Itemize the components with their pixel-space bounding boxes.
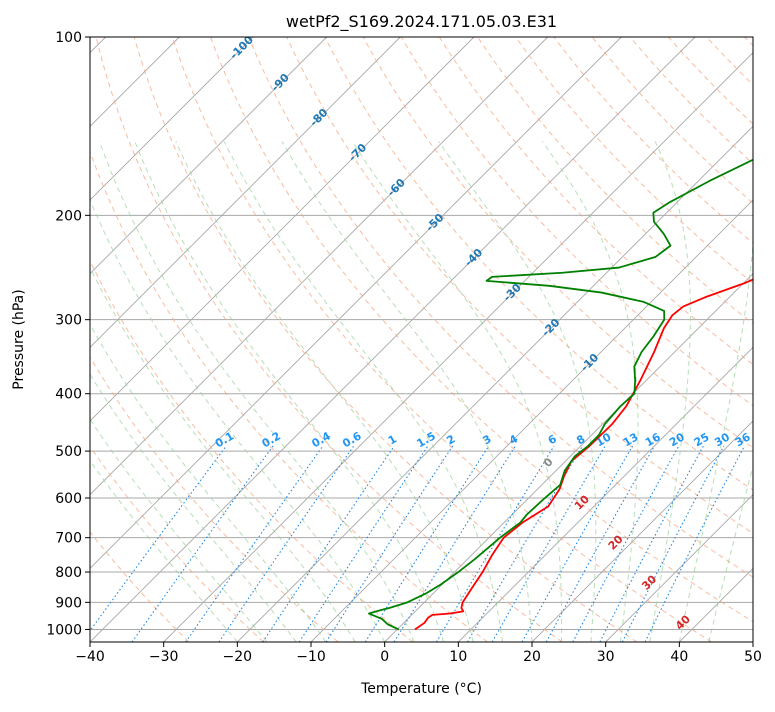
y-tick-label: 500 (55, 444, 82, 460)
y-tick-label: 100 (55, 30, 82, 46)
y-tick-label: 900 (55, 595, 82, 611)
y-tick-label: 400 (55, 387, 82, 403)
x-tick-label: 10 (449, 649, 467, 665)
y-axis-label: Pressure (hPa) (11, 289, 27, 389)
x-tick-label: −20 (223, 649, 253, 665)
y-tick-label: 700 (55, 531, 82, 547)
y-tick-label: 800 (55, 565, 82, 581)
y-tick-label: 1000 (46, 622, 82, 638)
x-tick-label: 40 (670, 649, 688, 665)
x-tick-label: 50 (744, 649, 762, 665)
y-tick-label: 600 (55, 491, 82, 507)
x-tick-label: −30 (149, 649, 179, 665)
y-tick-label: 200 (55, 208, 82, 224)
x-tick-label: 20 (523, 649, 541, 665)
x-tick-label: 30 (597, 649, 615, 665)
chart-title: wetPf2_S169.2024.171.05.03.E31 (286, 12, 557, 32)
x-tick-label: −10 (296, 649, 326, 665)
x-tick-label: 0 (380, 649, 389, 665)
y-tick-label: 300 (55, 313, 82, 329)
x-axis-label: Temperature (°C) (360, 681, 482, 697)
x-tick-label: −40 (75, 649, 105, 665)
